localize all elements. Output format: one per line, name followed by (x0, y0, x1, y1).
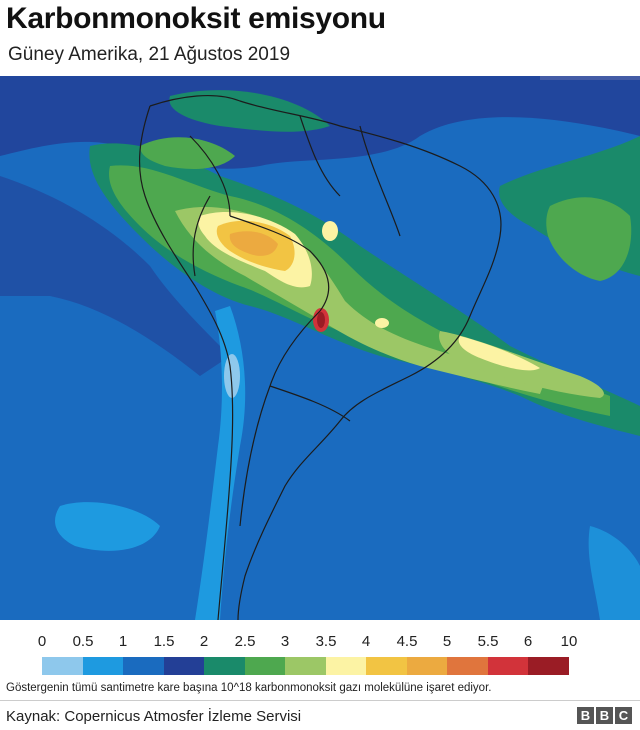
legend-swatch (285, 657, 326, 675)
source-credit: Kaynak: Copernicus Atmosfer İzleme Servi… (6, 708, 302, 725)
legend-label: 3.5 (315, 633, 337, 650)
legend-swatch (204, 657, 245, 675)
legend-label: 2.5 (234, 633, 256, 650)
bbc-logo-letter: C (615, 707, 632, 724)
legend-label: 4 (361, 633, 371, 650)
legend-swatch (528, 657, 569, 675)
border-h (192, 195, 211, 277)
page-title: Karbonmonoksit emisyonu (6, 2, 386, 35)
dark-blue-pacific (0, 176, 230, 376)
dark-red-hotspot (317, 312, 325, 328)
legend-label: 4.5 (396, 633, 418, 650)
legend-label: 10 (560, 633, 578, 650)
border-e (239, 385, 271, 527)
border-f (359, 125, 401, 237)
border-c (269, 310, 321, 387)
legend-swatch (487, 657, 528, 675)
legend-swatch (447, 657, 488, 675)
legend-swatch (325, 657, 366, 675)
legend-labels: 0 0.5 1 1.5 2 2.5 3 3.5 4 4.5 5 5.5 6 10 (0, 633, 640, 653)
legend-label: 0 (37, 633, 47, 650)
legend-swatch (42, 657, 83, 675)
coastline (149, 94, 502, 620)
pale-yellow-east (458, 336, 540, 371)
legend-swatch (406, 657, 447, 675)
border-d (269, 385, 351, 422)
light-blue-south (588, 526, 640, 620)
legend-swatch (244, 657, 285, 675)
legend-swatch (123, 657, 164, 675)
pale-yellow-spot (322, 221, 338, 241)
bbc-logo: B B C (577, 707, 632, 724)
legend-swatch (163, 657, 204, 675)
bbc-logo-letter: B (596, 707, 613, 724)
bbc-logo-letter: B (577, 707, 594, 724)
light-blue-pacific (55, 502, 160, 551)
legend-label: 0.5 (72, 633, 94, 650)
very-low-patch (224, 354, 240, 398)
border-a (189, 135, 231, 217)
teal-north-band (169, 90, 330, 132)
map-svg (0, 76, 640, 620)
legend-label: 3 (280, 633, 290, 650)
legend-swatch (366, 657, 407, 675)
footer-divider (0, 700, 640, 701)
legend-label: 1 (118, 633, 128, 650)
page-subtitle: Güney Amerika, 21 Ağustos 2019 (8, 44, 291, 65)
border-g (299, 115, 341, 197)
legend-label: 5 (442, 633, 452, 650)
border-b (229, 215, 330, 312)
green-atlantic (546, 197, 632, 281)
pale-yellow-spot-2 (375, 318, 389, 328)
legend-label: 5.5 (477, 633, 499, 650)
co-emission-map (0, 76, 640, 620)
legend-label: 2 (199, 633, 209, 650)
country-borders (138, 94, 502, 620)
legend-note: Göstergenin tümü santimetre kare başına … (6, 682, 492, 694)
orange-core (229, 231, 278, 256)
legend-label: 1.5 (153, 633, 175, 650)
legend-label: 6 (523, 633, 533, 650)
legend-color-bar (42, 657, 569, 675)
west-coast (138, 105, 234, 620)
legend-swatch (82, 657, 123, 675)
